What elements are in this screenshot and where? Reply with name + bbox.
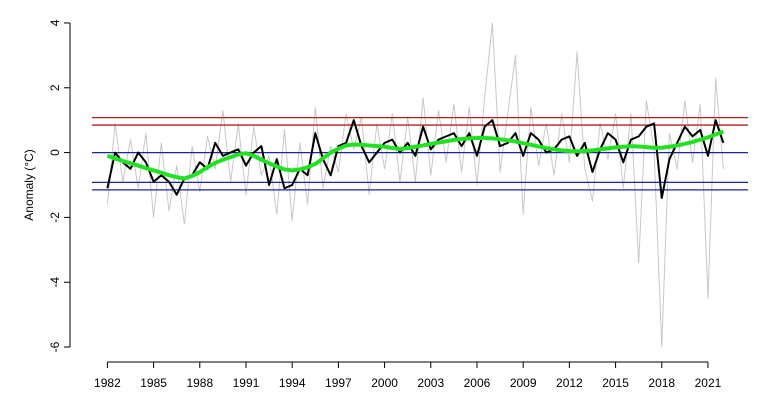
y-tick-label: 0 (48, 149, 62, 156)
x-tick-label: 1994 (279, 376, 306, 390)
y-tick-label: 2 (48, 84, 62, 91)
x-tick-label: 1991 (233, 376, 260, 390)
data-line (106, 119, 725, 199)
x-tick-label: 1985 (140, 376, 167, 390)
x-tick-label: 2000 (371, 376, 398, 390)
x-tick-label: 2021 (695, 376, 722, 390)
x-tick-label: 2006 (464, 376, 491, 390)
x-tick-label: 1988 (186, 376, 213, 390)
data-line (106, 129, 725, 181)
y-axis-label: Anomaly (°C) (22, 149, 36, 220)
y-tick-label: -6 (48, 341, 62, 352)
x-tick-label: 1997 (325, 376, 352, 390)
x-tick-label: 2003 (417, 376, 444, 390)
y-tick-label: -4 (48, 277, 62, 288)
x-tick-label: 2012 (556, 376, 583, 390)
x-tick-label: 2009 (510, 376, 537, 390)
y-tick-label: 4 (48, 19, 62, 26)
x-tick-label: 2018 (648, 376, 675, 390)
data-line (106, 22, 724, 348)
x-tick-label: 2015 (602, 376, 629, 390)
y-tick-label: -2 (48, 212, 62, 223)
x-tick-label: 1982 (94, 376, 121, 390)
